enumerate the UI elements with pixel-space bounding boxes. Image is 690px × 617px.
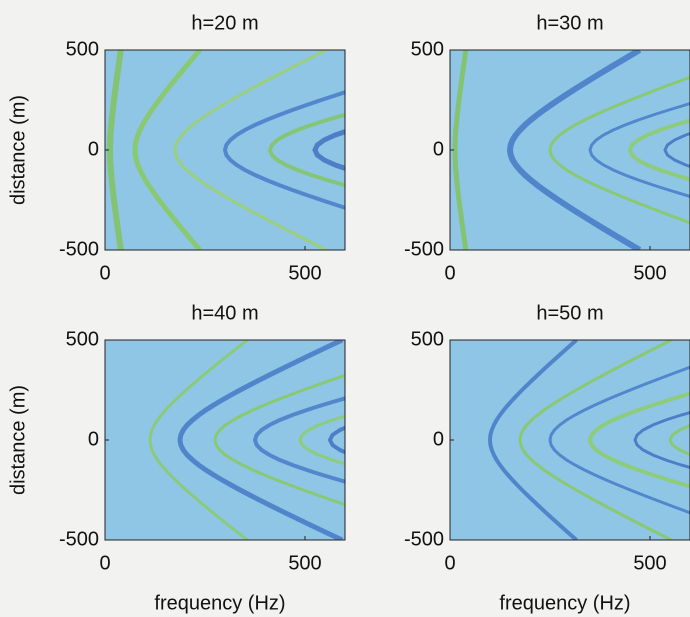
y-axis-label: distance (m) bbox=[7, 95, 29, 205]
pattern-curve bbox=[633, 410, 690, 470]
pattern-curve bbox=[548, 75, 690, 225]
panel-title: h=30 m bbox=[536, 12, 603, 34]
pattern-curve bbox=[267, 112, 345, 188]
x-tick-label: 0 bbox=[99, 262, 110, 284]
pattern-curve bbox=[173, 50, 328, 250]
x-tick-label: 500 bbox=[633, 552, 666, 574]
pattern-curve bbox=[252, 396, 345, 484]
pattern-curve bbox=[298, 414, 345, 466]
pattern-curve bbox=[588, 102, 690, 198]
pattern-curve bbox=[222, 90, 345, 210]
pattern-curve bbox=[327, 425, 345, 455]
heatmap-image bbox=[450, 340, 690, 540]
heatmap-image bbox=[105, 50, 345, 250]
x-tick-label: 0 bbox=[444, 262, 455, 284]
pattern-curve bbox=[663, 132, 690, 168]
y-tick-label: 500 bbox=[66, 328, 99, 350]
pattern-curve bbox=[487, 340, 578, 540]
x-axis-label: frequency (Hz) bbox=[499, 592, 630, 614]
x-tick-label: 500 bbox=[633, 262, 666, 284]
y-tick-label: -500 bbox=[404, 238, 444, 260]
x-tick-label: 0 bbox=[99, 552, 110, 574]
pattern-curve bbox=[132, 50, 202, 250]
pattern-curve bbox=[213, 373, 345, 507]
pattern-curve bbox=[452, 50, 469, 250]
y-tick-label: -500 bbox=[404, 528, 444, 550]
y-tick-label: 0 bbox=[433, 428, 444, 450]
pattern-curve bbox=[587, 391, 690, 489]
x-axis-label: frequency (Hz) bbox=[154, 592, 285, 614]
panel-title: h=50 m bbox=[536, 302, 603, 324]
heatmap-background bbox=[105, 340, 345, 540]
pattern-curve bbox=[506, 50, 642, 250]
pattern-curve bbox=[177, 340, 344, 540]
y-axis-label: distance (m) bbox=[7, 385, 29, 495]
y-tick-label: 500 bbox=[66, 38, 99, 60]
heatmap-background bbox=[450, 50, 690, 250]
heatmap-image bbox=[105, 340, 345, 540]
y-tick-label: 500 bbox=[411, 38, 444, 60]
y-tick-label: 500 bbox=[411, 328, 444, 350]
x-tick-label: 500 bbox=[288, 552, 321, 574]
y-tick-label: 0 bbox=[88, 428, 99, 450]
panel-title: h=40 m bbox=[191, 302, 258, 324]
pattern-curve bbox=[148, 340, 249, 540]
pattern-curve bbox=[548, 365, 690, 515]
panel-title: h=20 m bbox=[191, 12, 258, 34]
y-tick-label: 0 bbox=[88, 138, 99, 160]
pattern-curve bbox=[106, 50, 124, 250]
pattern-curve bbox=[518, 340, 673, 540]
heatmap-background bbox=[450, 340, 690, 540]
x-tick-label: 500 bbox=[288, 262, 321, 284]
pattern-curve bbox=[668, 423, 690, 457]
y-tick-label: -500 bbox=[59, 238, 99, 260]
x-tick-label: 0 bbox=[444, 552, 455, 574]
y-tick-label: -500 bbox=[59, 528, 99, 550]
pattern-curve bbox=[312, 129, 345, 171]
pattern-curve bbox=[627, 118, 690, 182]
heatmap-image bbox=[450, 50, 690, 250]
y-tick-label: 0 bbox=[433, 138, 444, 160]
